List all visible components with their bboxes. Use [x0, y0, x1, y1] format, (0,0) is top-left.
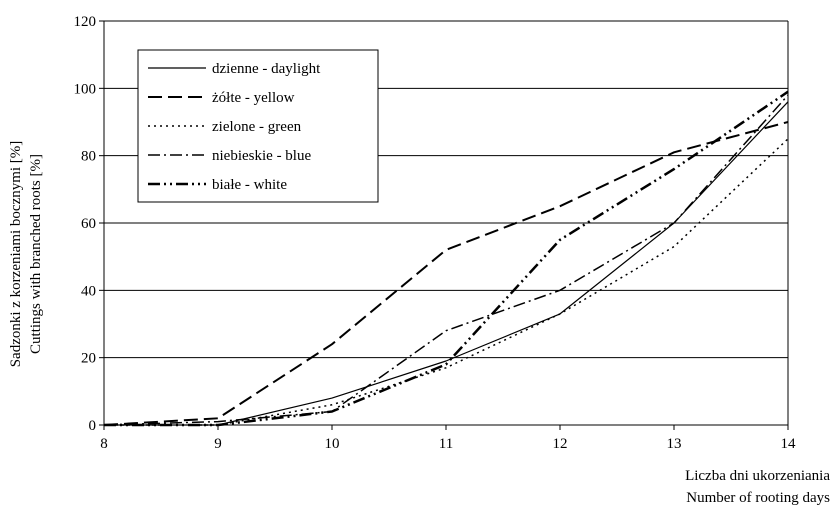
legend-label-5: białe - white — [212, 177, 287, 193]
legend-label-3: zielone - green — [212, 119, 302, 135]
y-tick-label-0: 0 — [89, 418, 97, 434]
y-tick-label-20: 20 — [81, 351, 96, 367]
y-axis-label-line-1: Sadzonki z korzeniami bocznymi [%] — [8, 141, 24, 368]
x-tick-label-11: 11 — [439, 436, 453, 452]
x-tick-label-10: 10 — [325, 436, 340, 452]
x-tick-label-14: 14 — [781, 436, 797, 452]
y-tick-label-60: 60 — [81, 216, 96, 232]
y-tick-label-120: 120 — [74, 14, 97, 30]
x-axis-label-line-1: Liczba dni ukorzeniania — [685, 468, 830, 484]
legend-label-2: żółte - yellow — [212, 90, 295, 106]
legend: dzienne - daylight żółte - yellow zielone … — [137, 49, 379, 203]
x-axis-label-line-2: Number of rooting days — [686, 490, 830, 506]
y-tick-label-100: 100 — [74, 81, 97, 97]
y-tick-label-80: 80 — [81, 149, 96, 165]
ticks-layer: 0 20 40 60 80 100 120 8 9 10 11 12 13 14 — [74, 14, 797, 452]
x-tick-label-12: 12 — [553, 436, 568, 452]
x-tick-label-13: 13 — [667, 436, 682, 452]
x-tick-label-9: 9 — [214, 436, 222, 452]
legend-label-4: niebieskie - blue — [212, 148, 311, 164]
legend-label-1: dzienne - daylight — [212, 61, 321, 77]
y-tick-label-40: 40 — [81, 283, 96, 299]
x-tick-label-8: 8 — [100, 436, 108, 452]
series-line-4 — [103, 94, 789, 426]
series-line-2 — [103, 121, 789, 426]
y-axis-label-line-2: Cuttings with branched roots [%] — [28, 154, 44, 354]
